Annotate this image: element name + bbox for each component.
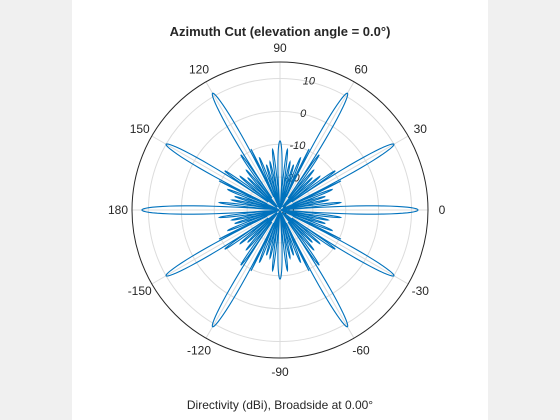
angle-tick-label: -60 <box>352 343 370 357</box>
angle-tick-label: 150 <box>130 122 150 136</box>
angle-tick-label: 180 <box>108 203 128 217</box>
angle-grid-spoke <box>151 135 281 211</box>
angle-grid-spoke <box>151 209 281 285</box>
directivity-series-line <box>141 92 419 328</box>
angle-tick-label: 90 <box>273 41 287 55</box>
polar-outer-boundary <box>131 61 429 359</box>
radial-tick-label: 10 <box>303 75 316 87</box>
angle-grid-spoke <box>205 209 281 339</box>
angle-tick-label: 0 <box>439 203 446 217</box>
angle-grid-spoke <box>279 81 355 211</box>
angle-tick-label: -150 <box>128 284 152 298</box>
angle-tick-label: -120 <box>187 343 211 357</box>
chart-title: Azimuth Cut (elevation angle = 0.0°) <box>169 24 391 39</box>
angle-tick-label: 30 <box>414 122 428 136</box>
angle-tick-label: -90 <box>271 365 289 379</box>
angle-grid-spoke <box>279 209 409 285</box>
radial-tick-label: -10 <box>289 140 306 152</box>
angle-grid-spoke <box>279 135 409 211</box>
angle-tick-label: 120 <box>189 63 209 77</box>
radial-tick-label: 0 <box>300 108 307 120</box>
angle-tick-label: -30 <box>412 284 430 298</box>
angle-grid-spoke <box>279 209 355 339</box>
angle-grid-spoke <box>205 81 281 211</box>
angle-tick-label: 60 <box>354 63 368 77</box>
x-axis-label: Directivity (dBi), Broadside at 0.00° <box>186 398 374 412</box>
